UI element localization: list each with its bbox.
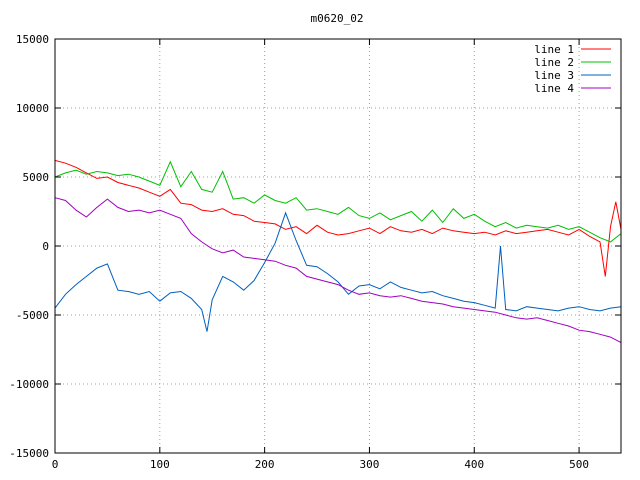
x-tick-label: 200 — [255, 458, 275, 471]
x-tick-label: 300 — [360, 458, 380, 471]
legend-label-3: line 3 — [534, 69, 574, 82]
series-line-4 — [54, 197, 622, 344]
legend-label-2: line 2 — [534, 56, 574, 69]
y-tick-label: -15000 — [9, 447, 49, 460]
series-line-1 — [54, 159, 622, 277]
series-group — [54, 159, 622, 344]
legend-label-4: line 4 — [534, 82, 574, 95]
grid — [55, 39, 621, 453]
y-tick-label: 0 — [42, 240, 49, 253]
y-tick-label: 15000 — [16, 33, 49, 46]
legend-label-1: line 1 — [534, 43, 574, 56]
x-tick-label: 0 — [52, 458, 59, 471]
y-tick-label: 10000 — [16, 102, 49, 115]
y-tick-label: -5000 — [16, 309, 49, 322]
axis-ticks: 0 100 200 300 400 500 -15000 -10000 -5000 0 5000 10… — [9, 33, 621, 471]
x-tick-label: 500 — [569, 458, 589, 471]
x-tick-label: 400 — [464, 458, 484, 471]
y-tick-label: -10000 — [9, 378, 49, 391]
chart-title: m0620_02 — [311, 12, 364, 25]
y-tick-label: 5000 — [23, 171, 50, 184]
series-line-3 — [54, 211, 622, 332]
series-line-2 — [54, 160, 622, 243]
x-tick-label: 100 — [150, 458, 170, 471]
